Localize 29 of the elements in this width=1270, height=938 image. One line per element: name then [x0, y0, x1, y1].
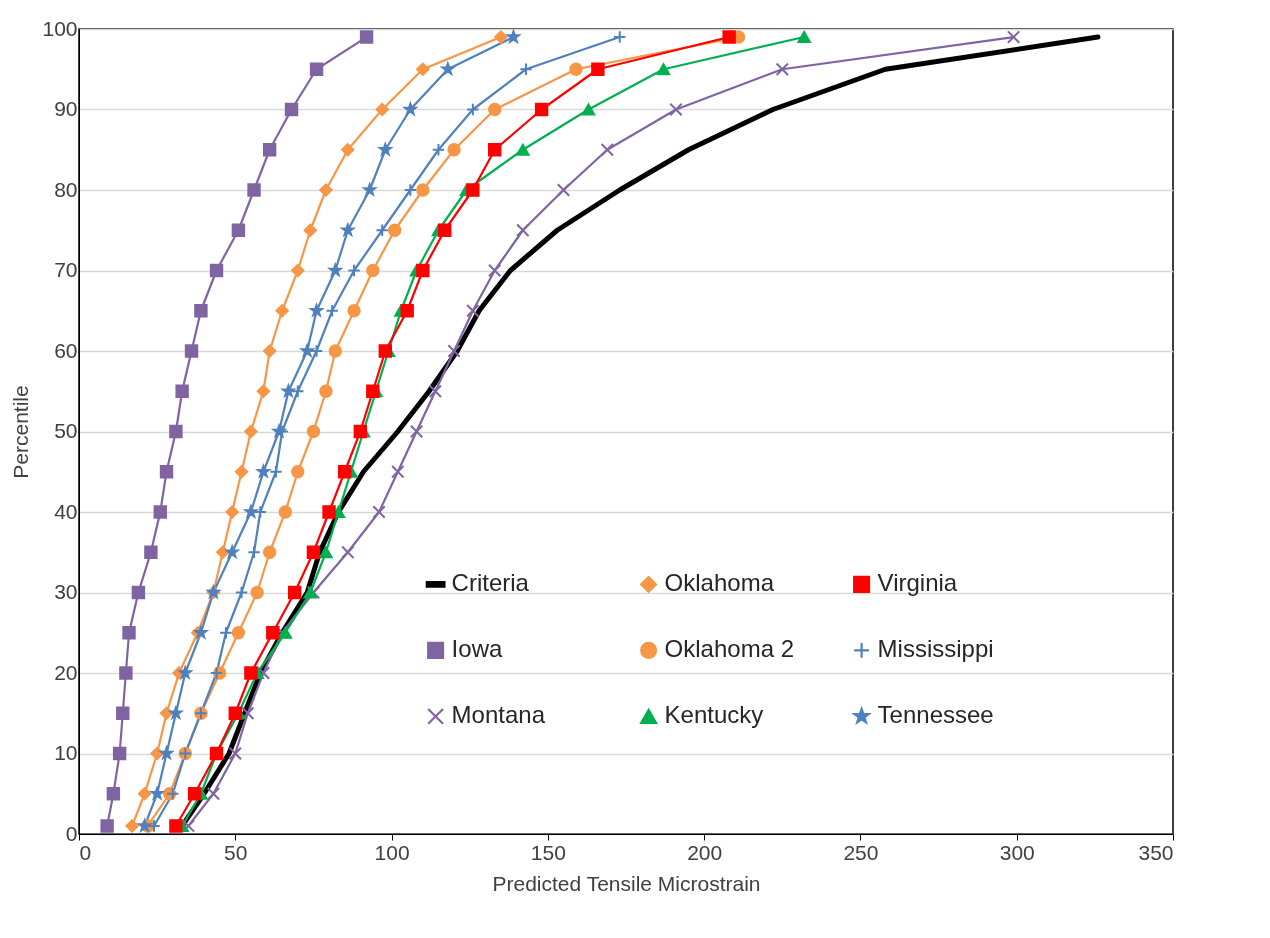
y-tick-label: 0: [65, 821, 78, 845]
legend-label: Tennessee: [877, 701, 994, 729]
x-tick-label: 200: [687, 840, 723, 864]
x-tick-label: 250: [843, 840, 879, 864]
y-tick-label: 70: [54, 258, 78, 281]
legend-label: Iowa: [451, 635, 503, 663]
x-tick-label: 100: [374, 840, 410, 864]
x-tick-label: 300: [999, 840, 1035, 864]
x-tick-label: 150: [530, 840, 566, 864]
y-tick-label: 60: [54, 338, 78, 362]
legend-label: Mississippi: [877, 635, 994, 663]
legend-label: Montana: [451, 701, 546, 729]
y-tick-label: 30: [54, 580, 78, 603]
y-tick-label: 20: [54, 660, 78, 684]
y-axis-title: Percentile: [9, 385, 33, 479]
y-tick-label: 100: [42, 16, 78, 40]
legend-label: Oklahoma: [664, 569, 775, 597]
y-tick-label: 10: [54, 741, 78, 764]
legend-label: Oklahoma 2: [664, 635, 795, 663]
y-tick-label: 80: [54, 177, 78, 201]
legend-label: Criteria: [451, 569, 530, 597]
y-tick-label: 50: [54, 419, 78, 442]
legend-label: Kentucky: [664, 701, 764, 729]
y-tick-label: 40: [54, 499, 78, 523]
legend-label: Virginia: [877, 569, 958, 597]
x-tick-label: 50: [224, 840, 248, 864]
x-tick-label: 350: [1138, 840, 1174, 864]
x-axis-title: Predicted Tensile Microstrain: [492, 871, 761, 895]
y-tick-label: 90: [54, 97, 78, 120]
